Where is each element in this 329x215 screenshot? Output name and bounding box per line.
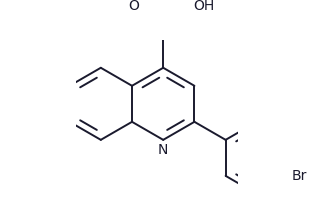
- Text: O: O: [128, 0, 139, 13]
- Text: N: N: [158, 143, 168, 157]
- Text: Br: Br: [291, 169, 307, 183]
- Text: OH: OH: [193, 0, 215, 13]
